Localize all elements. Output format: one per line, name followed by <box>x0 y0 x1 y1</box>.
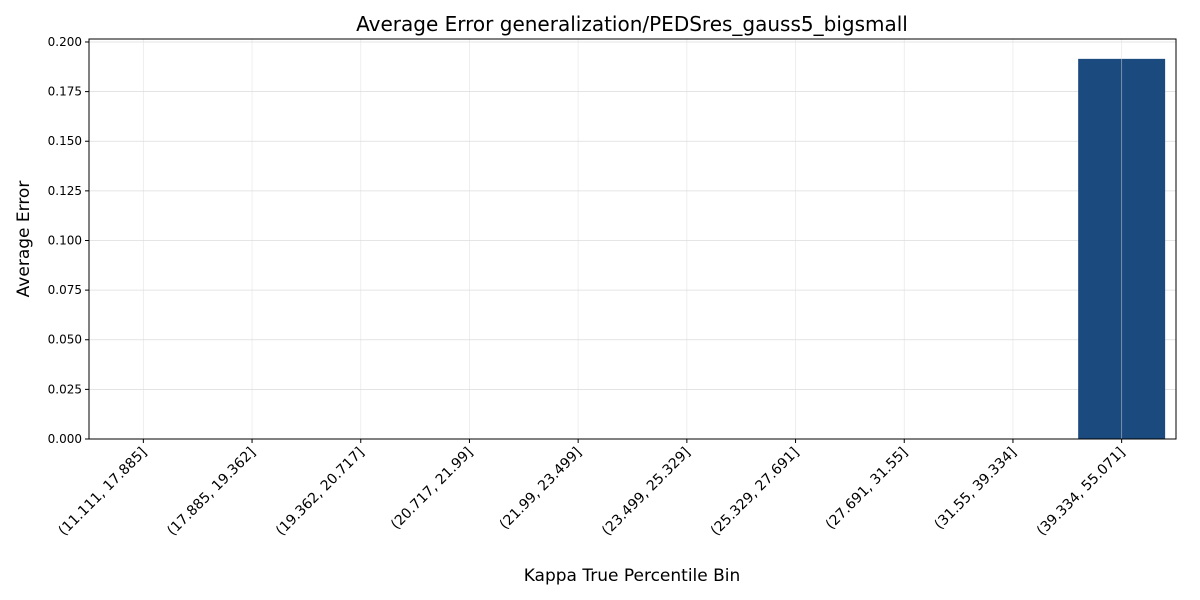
vertical-grid-lines <box>142 39 1123 439</box>
x-tick-label: (39.334, 55.071] <box>1034 445 1129 540</box>
x-tick-label: (27.691, 31.55] <box>823 445 911 533</box>
x-tick-label: (20.717, 21.99] <box>388 445 476 533</box>
y-tick-label: 0.000 <box>48 432 82 446</box>
x-tick-label: (21.99, 23.499] <box>497 445 585 533</box>
x-tick-label: (11.111, 17.885] <box>56 445 151 540</box>
y-tick-label: 0.125 <box>48 184 82 198</box>
x-axis-ticks: (11.111, 17.885] (17.885, 19.362] (19.362,… <box>56 439 1129 540</box>
y-tick-label: 0.075 <box>48 283 82 297</box>
y-tick-label: 0.200 <box>48 35 82 49</box>
x-tick-label: (19.362, 20.717] <box>273 445 368 540</box>
x-tick-label: (31.55, 39.334] <box>931 445 1019 533</box>
grid-lines <box>89 41 1176 440</box>
x-tick-label: (25.329, 27.691] <box>708 445 803 540</box>
chart-title: Average Error generalization/PEDSres_gau… <box>356 12 908 36</box>
y-tick-label: 0.175 <box>48 85 82 99</box>
x-tick-label: (17.885, 19.362] <box>164 445 259 540</box>
plot-frame <box>88 38 1177 440</box>
y-tick-label: 0.150 <box>48 134 82 148</box>
y-tick-label: 0.100 <box>48 233 82 247</box>
y-axis-title: Average Error <box>14 181 34 298</box>
x-tick-label: (23.499, 25.329] <box>599 445 694 540</box>
y-axis-ticks: 0.000 0.025 0.050 0.075 0.100 0.125 0.150 0.175… <box>48 35 89 446</box>
y-tick-label: 0.050 <box>48 333 82 347</box>
x-axis-title: Kappa True Percentile Bin <box>524 566 741 586</box>
y-tick-label: 0.025 <box>48 382 82 396</box>
